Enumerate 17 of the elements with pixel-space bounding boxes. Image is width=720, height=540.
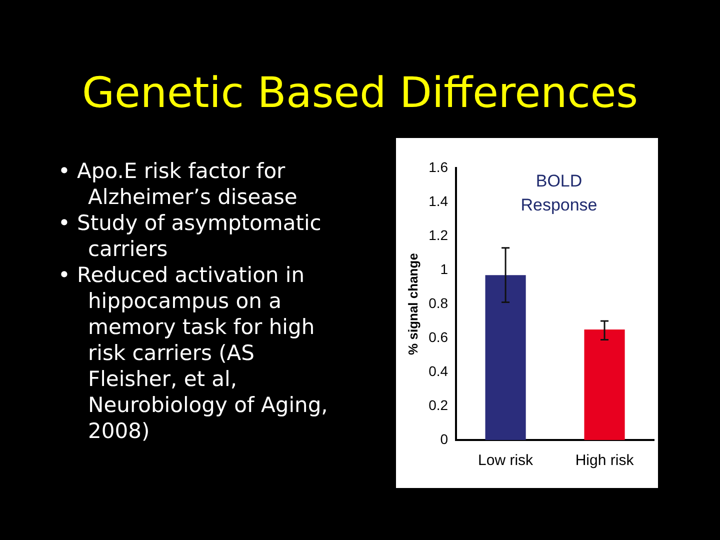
y-tick-label: 0.6	[428, 328, 448, 345]
y-tick-label: 0.4	[428, 362, 448, 379]
y-tick-label: 1	[440, 260, 448, 277]
y-tick-label: 1.6	[428, 158, 448, 175]
y-tick-label: 0	[440, 430, 448, 447]
x-tick-label: Low risk	[478, 452, 534, 470]
y-tick-label: 0.8	[428, 294, 448, 311]
chart-title: Genetic Based Differences	[80, 68, 640, 117]
y-tick-label: 1.4	[428, 192, 448, 209]
text: BOLD Response	[520, 172, 598, 215]
text: • Apo.E risk factor for Alzheimer’s disease	[58, 158, 298, 210]
x-tick-label: High risk	[575, 452, 634, 470]
y-tick-label: 1.2	[428, 226, 448, 243]
text: • Study of asymptomatic carriers	[58, 210, 322, 262]
y-tick-label: 0.2	[428, 396, 448, 413]
y-axis-title: % signal change	[405, 253, 420, 355]
text: • Reduced activation in hippocampus on a memory task for high risk carriers (AS Fleisher, et al, Neurobiology of Aging, 2008)	[58, 262, 329, 444]
